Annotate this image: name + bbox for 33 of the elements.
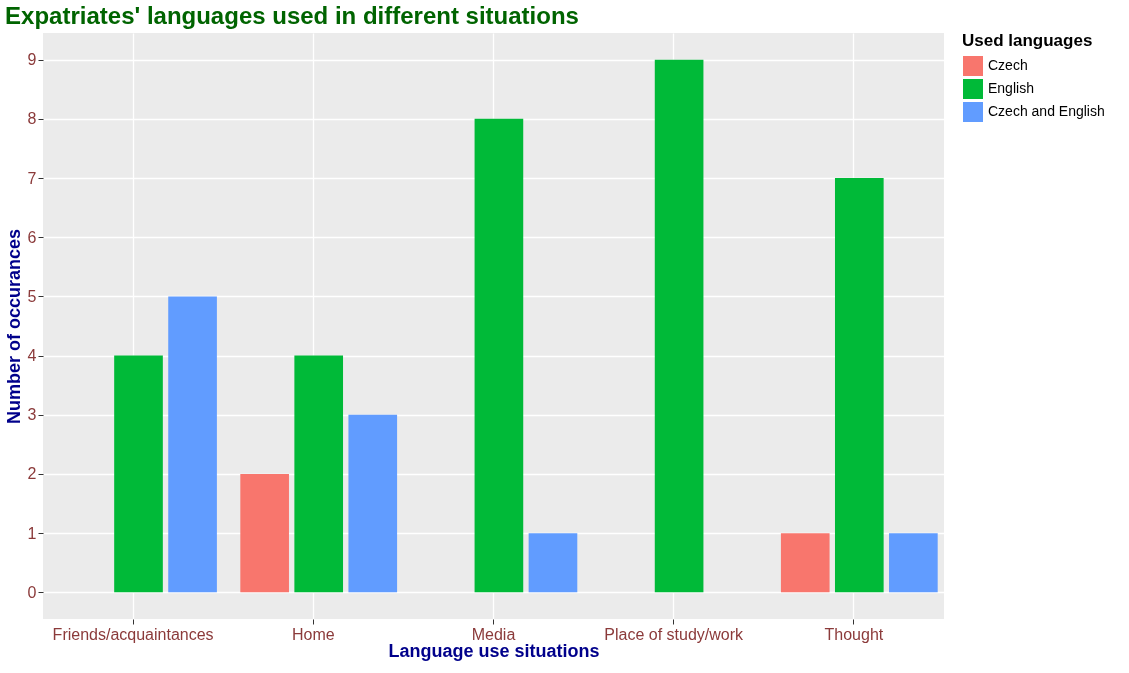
bar <box>294 355 344 593</box>
y-tick-label: 2 <box>27 465 37 483</box>
legend-label: English <box>988 80 1034 96</box>
bar <box>528 533 578 593</box>
y-tick-label: 8 <box>27 110 37 128</box>
bar <box>114 355 163 593</box>
x-tick-label: Thought <box>824 625 884 643</box>
bar <box>474 118 524 593</box>
y-tick-label: 5 <box>27 287 37 305</box>
x-axis-title: Language use situations <box>388 640 600 661</box>
y-tick-label: 1 <box>27 524 37 542</box>
y-tick-label: 4 <box>27 347 37 365</box>
chart-title: Expatriates' languages used in different situations <box>5 2 579 29</box>
x-tick-label: Media <box>471 625 516 643</box>
x-tick-label: Place of study/work <box>604 625 745 643</box>
y-tick-label: 3 <box>27 406 37 424</box>
x-tick-label: Home <box>291 625 335 643</box>
legend-label: Czech and English <box>988 103 1105 119</box>
y-tick-label: 9 <box>27 51 37 69</box>
bar <box>780 533 830 593</box>
legend-title: Used languages <box>962 31 1093 50</box>
bar <box>834 178 884 593</box>
legend-label: Czech <box>988 57 1028 73</box>
bar <box>348 414 398 593</box>
bar <box>654 59 704 593</box>
y-tick-label: 6 <box>27 228 37 246</box>
bar <box>240 473 289 593</box>
x-tick-label: Friends/acquaintances <box>52 625 214 643</box>
y-axis-title: Number of occurances <box>3 228 24 425</box>
y-tick-label: 7 <box>27 169 37 187</box>
y-tick-label: 0 <box>27 583 37 601</box>
bar <box>168 296 217 593</box>
bar <box>889 533 938 593</box>
